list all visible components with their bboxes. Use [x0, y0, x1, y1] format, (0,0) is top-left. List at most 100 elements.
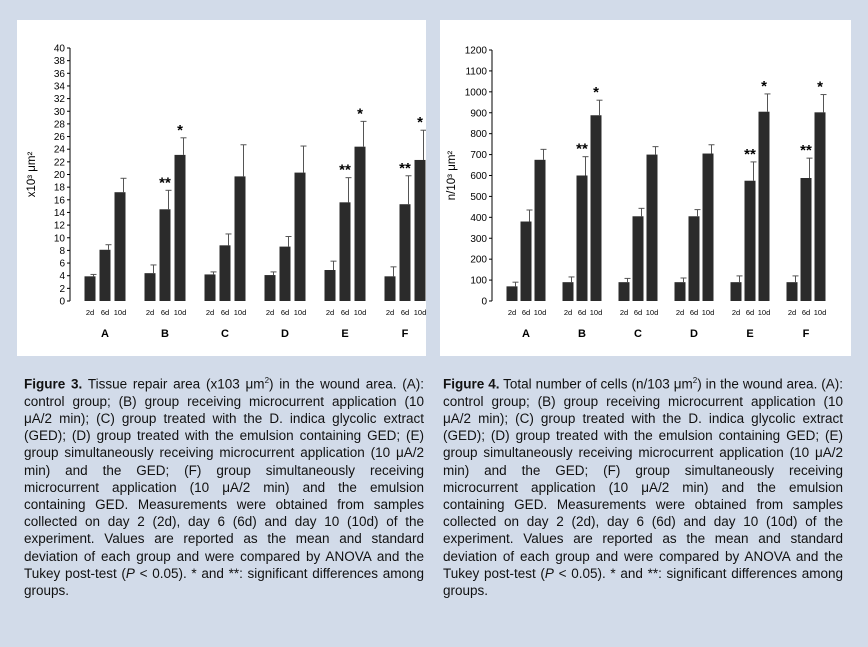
chart1-y-axis-title: x10³ μm²: [26, 152, 38, 198]
chart2-bar-A-6d: [520, 221, 532, 301]
chart2-significance-marker: **: [576, 141, 588, 158]
chart2-day-label: 10d: [814, 308, 827, 317]
chart1-y-tick-label: 22: [54, 157, 66, 168]
chart1-y-tick-label: 20: [54, 170, 66, 181]
chart2-day-label: 6d: [578, 308, 586, 317]
chart2-significance-marker: **: [744, 146, 756, 163]
chart2-y-tick-label: 900: [470, 108, 487, 119]
chart2-y-tick-label: 700: [470, 150, 487, 161]
chart2-day-label: 10d: [590, 308, 603, 317]
chart1-y-tick-label: 14: [54, 208, 66, 219]
chart2-y-tick-label: 600: [470, 171, 487, 182]
chart2-day-label: 6d: [634, 308, 642, 317]
chart1-day-label: 2d: [326, 308, 334, 317]
figure-4-caption-text-c: < 0.05). * and **: significant differenc…: [443, 565, 843, 598]
chart2-significance-marker: *: [761, 78, 767, 95]
chart2-bar-B-2d: [562, 282, 574, 301]
figure-3-label: Figure 3.: [24, 376, 83, 392]
chart2-day-label: 10d: [534, 308, 547, 317]
chart1-bar-F-10d: [414, 159, 426, 301]
figure-4-label: Figure 4.: [443, 376, 500, 392]
chart2-y-tick-label: 1200: [465, 46, 488, 57]
chart2-day-label: 6d: [746, 308, 754, 317]
chart1-bar-C-6d: [219, 245, 231, 301]
figure-3-caption-text-a: Tissue repair area (x103 μm: [82, 376, 265, 392]
chart1-y-tick-label: 10: [54, 233, 66, 244]
chart1-bar-F-6d: [399, 204, 411, 301]
chart1-y-tick-label: 2: [59, 284, 65, 295]
chart1-significance-marker: **: [159, 174, 171, 191]
chart1-day-label: 10d: [234, 308, 247, 317]
chart1-significance-marker: *: [417, 114, 423, 131]
chart1-bar-A-6d: [99, 249, 111, 301]
chart2-bar-D-6d: [688, 216, 700, 301]
chart1-day-label: 10d: [174, 308, 187, 317]
chart2-y-tick-label: 1000: [465, 87, 488, 98]
chart1-group-label: B: [161, 328, 169, 340]
chart1-y-tick-label: 18: [54, 183, 66, 194]
chart2-y-tick-label: 100: [470, 276, 487, 287]
chart1-bar-B-6d: [159, 209, 171, 301]
chart2-y-tick-label: 500: [470, 192, 487, 203]
chart1-day-label: 2d: [206, 308, 214, 317]
chart1-y-tick-label: 38: [54, 56, 66, 67]
chart2-y-tick-label: 400: [470, 213, 487, 224]
chart2-day-label: 6d: [802, 308, 810, 317]
chart1-bar-C-10d: [234, 176, 246, 301]
chart2-bar-A-2d: [506, 286, 518, 301]
chart2-bar-C-2d: [618, 282, 630, 301]
chart1-y-tick-label: 16: [54, 195, 66, 206]
chart2-group-label: E: [746, 328, 753, 340]
chart1-day-label: 10d: [414, 308, 426, 317]
figure-4-caption: Figure 4. Total number of cells (n/103 μ…: [443, 372, 843, 599]
chart2-y-axis-title: n/10³ μm²: [446, 151, 458, 201]
chart1-group-label: A: [101, 328, 109, 340]
chart1-bar-E-10d: [354, 146, 366, 301]
chart2-y-tick-label: 300: [470, 234, 487, 245]
chart1-bar-A-10d: [114, 192, 126, 301]
chart2-significance-marker: *: [593, 84, 599, 101]
chart2-y-tick-label: 1100: [465, 66, 487, 77]
chart2-y-tick-label: 200: [470, 255, 487, 266]
chart2-bar-C-10d: [646, 154, 658, 301]
chart1-bar-E-6d: [339, 202, 351, 301]
chart1-significance-marker: **: [399, 160, 411, 177]
figure-3-caption: Figure 3. Tissue repair area (x103 μm2) …: [24, 372, 424, 599]
chart1-day-label: 6d: [401, 308, 409, 317]
chart1-y-tick-label: 32: [54, 94, 66, 105]
chart1-bar-D-6d: [279, 246, 291, 301]
chart2-bar-C-6d: [632, 216, 644, 301]
chart1-day-label: 6d: [221, 308, 229, 317]
chart1-significance-marker: *: [357, 105, 363, 122]
chart2-day-label: 6d: [690, 308, 698, 317]
chart1-bar-D-2d: [264, 275, 276, 301]
figure-4-caption-text-a: Total number of cells (n/103 μm: [499, 376, 693, 392]
chart1-day-label: 6d: [101, 308, 109, 317]
chart1-y-tick-label: 12: [54, 221, 66, 232]
chart1-day-label: 6d: [281, 308, 289, 317]
chart1-day-label: 2d: [266, 308, 274, 317]
chart2-group-label: F: [803, 328, 810, 340]
chart1-bar-F-2d: [384, 276, 396, 301]
chart2-day-label: 10d: [702, 308, 715, 317]
figure-3-chart-panel: 0 2 4 6 8 10 12 14 16 18 20 22 24 26 28 30 32 34 36 38 40 x10…: [17, 20, 426, 356]
figure-3-caption-sup: 2: [264, 376, 270, 385]
chart2-day-label: 6d: [522, 308, 530, 317]
chart1-y-tick-label: 24: [54, 145, 66, 156]
chart1-y-tick-label: 28: [54, 119, 66, 130]
chart2-bar-F-2d: [786, 282, 798, 301]
chart1-group-label: F: [402, 328, 409, 340]
chart1-y-tick-label: 8: [59, 246, 65, 257]
chart1-day-label: 6d: [161, 308, 169, 317]
chart1-group-label: C: [221, 328, 229, 340]
figure-3-chart: 0246810121416182022242628303234363840x10…: [26, 44, 426, 340]
chart1-y-tick-label: 30: [54, 107, 66, 118]
chart2-group-label: B: [578, 328, 586, 340]
chart2-bar-E-6d: [744, 180, 756, 301]
chart2-day-label: 2d: [508, 308, 516, 317]
chart2-day-label: 2d: [676, 308, 684, 317]
chart1-y-tick-label: 4: [59, 271, 65, 282]
figure-4-caption-p: P: [544, 565, 554, 581]
chart2-day-label: 2d: [732, 308, 740, 317]
chart1-bar-B-2d: [144, 273, 156, 301]
